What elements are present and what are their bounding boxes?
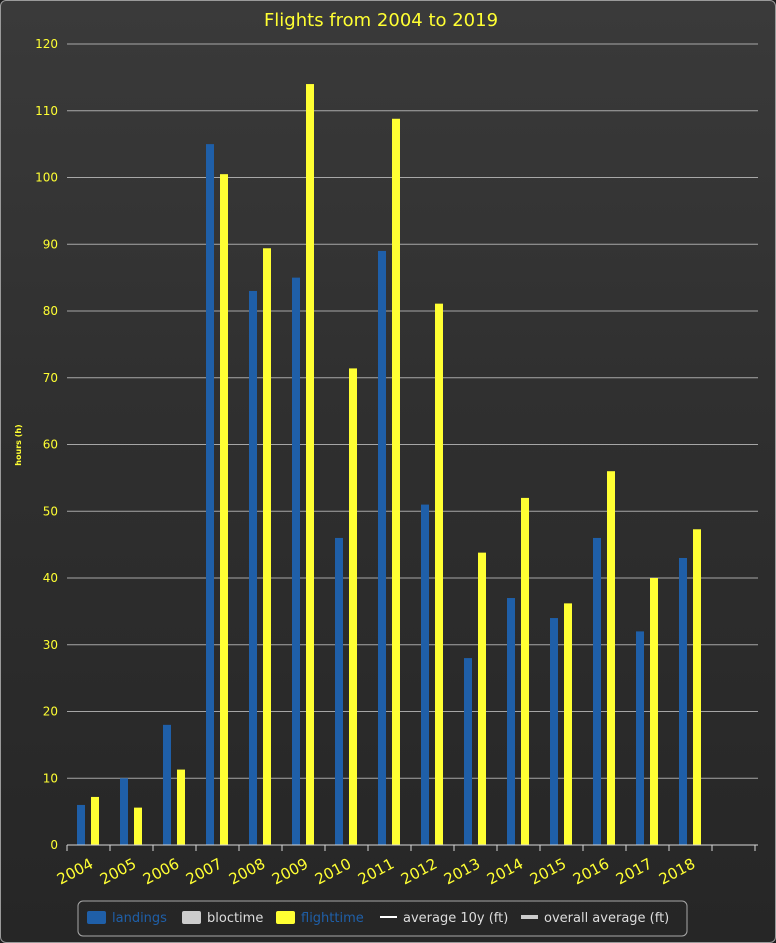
y-tick-label: 50	[43, 504, 58, 518]
x-tick-label: 2017	[613, 855, 655, 889]
bar-flighttime-2014[interactable]	[521, 497, 529, 845]
x-tick-label: 2015	[527, 855, 569, 889]
grid-lines	[67, 43, 758, 779]
legend[interactable]: landings bloctime flighttime average 10y (f…	[77, 900, 688, 937]
legend-item-landings[interactable]: landings	[87, 911, 167, 926]
legend-label: bloctime	[207, 911, 263, 926]
bars	[77, 84, 701, 846]
legend-item-flighttime[interactable]: flighttime	[276, 911, 364, 926]
y-tick-label: 70	[43, 371, 58, 385]
y-tick-label: 40	[43, 571, 58, 585]
y-tick-label: 30	[43, 638, 58, 652]
x-tick-label: 2014	[484, 855, 526, 889]
bar-flighttime-2016[interactable]	[607, 471, 615, 845]
x-tick-label: 2011	[355, 855, 397, 889]
legend-item-overall-average-ft-[interactable]: overall average (ft)	[521, 911, 669, 926]
x-axis	[66, 844, 758, 851]
y-tick-label: 0	[50, 838, 58, 852]
x-tick-label: 2008	[226, 855, 268, 889]
y-tick-labels: 0 10 20 30 40 50 60 70 80 90 100 110 120	[35, 37, 58, 852]
bar-flighttime-2004[interactable]	[91, 796, 99, 845]
bar-landings-2008[interactable]	[249, 290, 257, 846]
bar-flighttime-2005[interactable]	[134, 807, 142, 845]
bar-landings-2015[interactable]	[550, 618, 558, 845]
x-tick-label: 2012	[398, 855, 440, 889]
x-tick-label: 2016	[570, 855, 612, 889]
chart-title: Flights from 2004 to 2019	[264, 10, 498, 31]
y-tick-label: 20	[43, 705, 58, 719]
bar-landings-2006[interactable]	[163, 724, 171, 845]
x-tick-label: 2007	[183, 855, 225, 889]
bar-flighttime-2010[interactable]	[349, 368, 357, 845]
legend-label: overall average (ft)	[544, 911, 669, 926]
y-tick-label: 110	[35, 104, 58, 118]
legend-swatch	[182, 911, 201, 924]
bar-landings-2005[interactable]	[120, 778, 128, 845]
bar-flighttime-2006[interactable]	[177, 769, 185, 845]
bar-flighttime-2011[interactable]	[392, 118, 400, 845]
bar-landings-2013[interactable]	[464, 658, 472, 845]
legend-item-average-10y-ft-[interactable]: average 10y (ft)	[380, 911, 508, 926]
y-tick-label: 60	[43, 438, 58, 452]
x-tick-label: 2009	[269, 855, 311, 889]
y-tick-label: 90	[43, 237, 58, 251]
legend-label: average 10y (ft)	[403, 911, 508, 926]
x-tick-label: 2018	[656, 855, 698, 889]
bar-flighttime-2017[interactable]	[650, 578, 658, 845]
bar-landings-2009[interactable]	[292, 277, 300, 845]
bar-flighttime-2008[interactable]	[263, 248, 271, 845]
bar-flighttime-2009[interactable]	[306, 84, 314, 846]
x-tick-label: 2005	[97, 855, 139, 889]
legend-label: flighttime	[301, 911, 364, 926]
bar-flighttime-2007[interactable]	[220, 174, 228, 846]
legend-item-bloctime[interactable]: bloctime	[182, 911, 263, 926]
y-tick-label: 100	[35, 171, 58, 185]
bar-landings-2016[interactable]	[593, 537, 601, 845]
legend-swatch	[276, 911, 295, 924]
bar-landings-2012[interactable]	[421, 504, 429, 845]
y-tick-label: 80	[43, 304, 58, 318]
x-tick-labels: 2004 2005 2006 2007 2008 2009 2010 2011 2012 2013…	[54, 855, 698, 889]
bar-flighttime-2013[interactable]	[478, 552, 486, 845]
x-tick-label: 2010	[312, 855, 354, 889]
x-tick-label: 2004	[54, 855, 96, 889]
legend-box	[77, 900, 688, 937]
y-axis-label: hours (h)	[14, 424, 23, 465]
bar-flighttime-2012[interactable]	[435, 303, 443, 846]
bar-landings-2007[interactable]	[206, 144, 214, 845]
bar-landings-2011[interactable]	[378, 250, 386, 846]
y-tick-label: 10	[43, 771, 58, 785]
x-tick-label: 2013	[441, 855, 483, 889]
bar-flighttime-2018[interactable]	[693, 529, 701, 845]
bar-landings-2004[interactable]	[77, 804, 85, 845]
legend-label: landings	[112, 911, 167, 926]
legend-swatch	[87, 911, 106, 924]
x-tick-label: 2006	[140, 855, 182, 889]
bar-landings-2017[interactable]	[636, 631, 644, 845]
y-tick-label: 120	[35, 37, 58, 51]
bar-landings-2010[interactable]	[335, 537, 343, 845]
bar-landings-2018[interactable]	[679, 557, 687, 845]
bar-flighttime-2015[interactable]	[564, 603, 572, 845]
bar-landings-2014[interactable]	[507, 598, 515, 845]
